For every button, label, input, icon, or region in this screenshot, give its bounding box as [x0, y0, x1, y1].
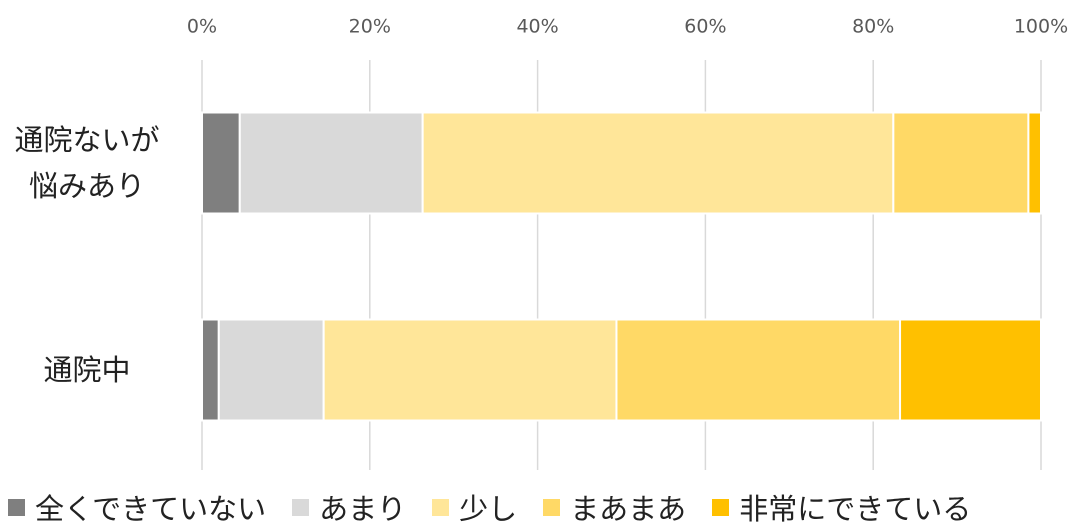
bar-segment: [421, 111, 895, 215]
y-tick-label: 通院ないが悩みあり: [14, 123, 160, 203]
legend-label: あまり: [319, 492, 407, 526]
x-tick-label: 0%: [187, 16, 217, 38]
legend-label: 全くできていない: [35, 492, 267, 526]
x-tick-label: 40%: [516, 16, 558, 38]
bar-segment: [615, 318, 902, 422]
x-tick-label: 60%: [684, 16, 726, 38]
legend-swatch: [292, 498, 310, 516]
bar-segment: [238, 111, 424, 215]
legend-swatch: [432, 498, 450, 516]
bar-segment: [201, 318, 220, 422]
bar-segment: [892, 111, 1030, 215]
x-tick-label: 80%: [852, 16, 894, 38]
legend-item: 全くできていない: [8, 486, 266, 528]
legend-item: 非常にできている: [712, 486, 971, 528]
legend-item: まあまあ: [543, 486, 686, 528]
legend-label: 非常にできている: [739, 492, 972, 526]
legend-item: あまり: [292, 486, 406, 528]
bar-segment: [899, 318, 1042, 422]
legend-label: まあまあ: [570, 492, 687, 526]
legend-swatch: [712, 498, 730, 516]
bar-segment: [217, 318, 325, 422]
legend-item: 少し: [432, 486, 517, 528]
x-tick-label: 100%: [1014, 16, 1068, 38]
legend: 全くできていない あまり 少し まあまあ 非常にできている: [8, 486, 997, 528]
x-tick-label: 20%: [349, 16, 391, 38]
bar-segment: [322, 318, 618, 422]
bar-segment: [1027, 111, 1043, 215]
bar-segment: [201, 111, 241, 215]
y-tick-label: 通院中: [43, 353, 131, 387]
legend-label: 少し: [459, 492, 518, 526]
legend-swatch: [543, 498, 561, 516]
legend-swatch: [8, 498, 25, 516]
